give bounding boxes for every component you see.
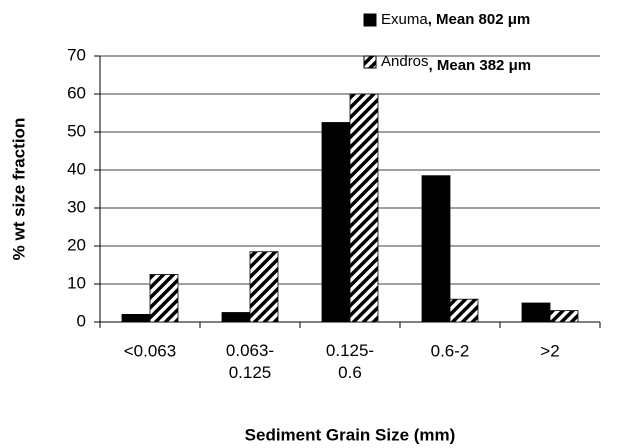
y-tick-label: 40 [67,159,86,178]
x-tick-label: <0.063 [124,341,176,360]
x-tick-label: 0.125-0.6 [326,341,374,382]
x-tick-label: 0.6-2 [431,341,470,360]
legend-label: Andros [381,53,429,70]
bar [449,298,479,323]
bar [249,251,279,323]
bar [221,312,251,323]
bar [121,313,151,323]
bar [149,274,179,323]
y-axis-title: % wt size fraction [9,118,28,261]
y-tick-label: 20 [67,235,86,254]
y-tick-label: 60 [67,83,86,102]
legend-swatch [363,55,377,69]
bar [421,175,451,323]
y-tick-label: 30 [67,197,86,216]
y-tick-label: 10 [67,273,86,292]
x-tick-label: >2 [540,341,559,360]
x-tick-label: 0.063-0.125 [226,341,274,382]
legend-note: , Mean 382 μm [429,57,532,74]
legend-note: , Mean 802 μm [428,11,531,28]
bar [349,93,379,323]
legend-label: Exuma [381,11,428,28]
bar [321,122,351,323]
y-tick-label: 50 [67,121,86,140]
y-tick-label: 0 [77,311,86,330]
bar [549,310,579,323]
bar [521,302,551,323]
x-axis-title: Sediment Grain Size (mm) [245,425,456,444]
legend-swatch [363,13,377,27]
y-tick-label: 70 [67,45,86,64]
